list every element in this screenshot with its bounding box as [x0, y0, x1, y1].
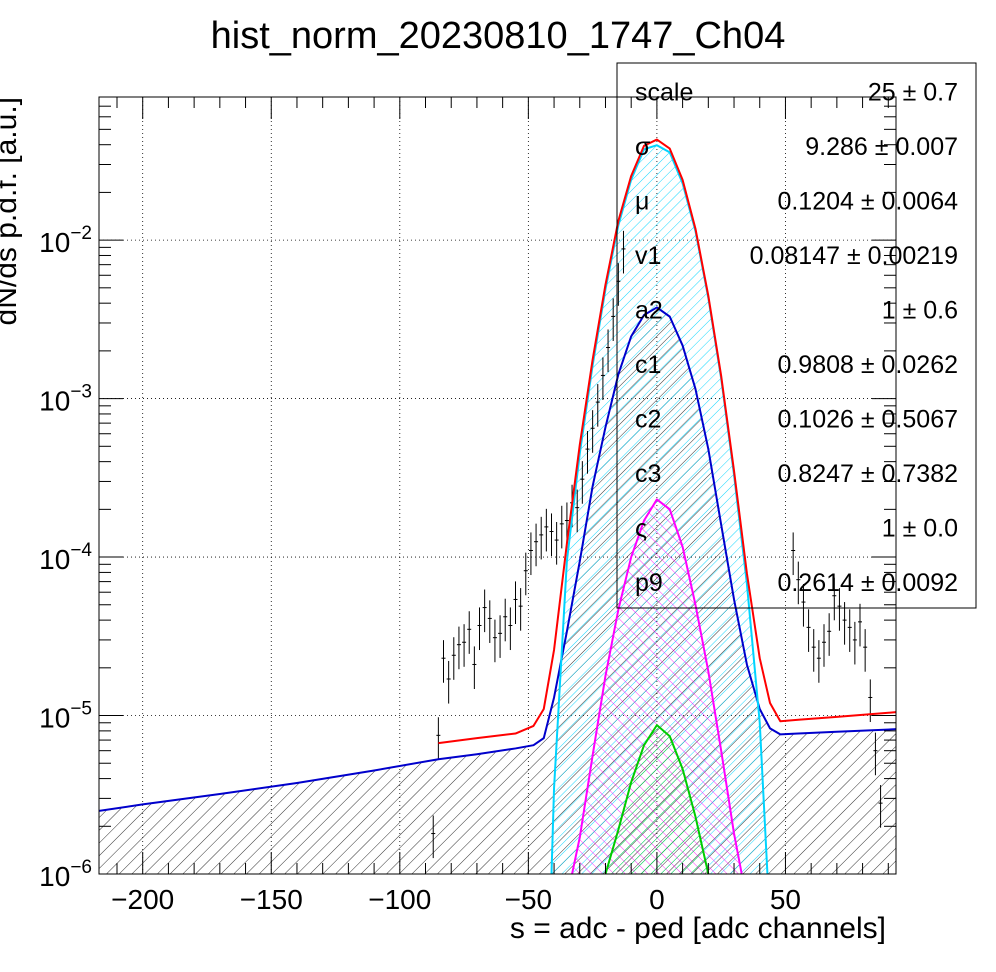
stats-label: p9 [635, 569, 663, 597]
y-tick-label: 10−4 [39, 540, 92, 575]
x-tick-label: −100 [368, 884, 431, 915]
chart-title: hist_norm_20230810_1747_Ch04 [211, 15, 786, 57]
stats-value: 0.2614 ± 0.0092 [777, 569, 958, 597]
y-axis-label: dN/ds p.d.f. [a.u.] [0, 97, 23, 325]
axis-ticks [99, 96, 896, 875]
x-tick-label: −50 [505, 884, 553, 915]
component-fill [572, 499, 742, 874]
y-tick-label: 10−6 [39, 857, 92, 892]
stats-value: 0.1204 ± 0.0064 [777, 187, 958, 215]
x-tick-label: 0 [649, 884, 665, 915]
stats-value: 0.8247 ± 0.7382 [777, 460, 958, 488]
stats-value: 25 ± 0.7 [868, 78, 958, 106]
x-tick-label: −200 [111, 884, 174, 915]
x-tick-labels: −200 −150 −100 −50 0 50 [111, 884, 801, 915]
data-points [431, 230, 883, 859]
plot-frame [98, 96, 897, 875]
stats-label: a2 [635, 296, 663, 324]
stats-label: c1 [635, 351, 661, 379]
stats-box-frame [616, 62, 977, 609]
y-tick-label: 10−5 [39, 699, 92, 734]
x-tick-label: −150 [240, 884, 303, 915]
x-tick-label: 50 [770, 884, 801, 915]
y-tick-label: 10−3 [39, 382, 92, 417]
fit-curves [99, 138, 896, 874]
stats-label: scale [635, 78, 693, 106]
stats-value: 0.08147 ± 0.00219 [750, 242, 958, 270]
component-fill [99, 307, 896, 874]
stats-value: 9.286 ± 0.007 [805, 133, 958, 161]
fit-curve-component_hatched [604, 724, 710, 874]
component-fills [99, 145, 896, 874]
stats-label: μ [635, 187, 649, 215]
fit-curve-component_hatched [571, 498, 743, 874]
stats-value: 1 ± 0.0 [882, 514, 958, 542]
y-tick-labels: 10−6 10−5 10−4 10−3 10−2 [39, 223, 92, 892]
stats-value: 0.1026 ± 0.5067 [777, 405, 958, 433]
stats-label: v1 [635, 242, 661, 270]
stats-label: ς [635, 514, 647, 542]
component-fill [605, 725, 709, 874]
stats-value: 0.9808 ± 0.0262 [777, 351, 958, 379]
stats-label: c3 [635, 460, 661, 488]
stats-label: σ [635, 133, 651, 161]
stats-label: c2 [635, 405, 661, 433]
x-axis-label: s = adc - ped [adc channels] [510, 912, 886, 945]
fit-curve-total_fit [438, 138, 896, 745]
stats-value: 1 ± 0.6 [882, 296, 958, 324]
stats-box: scale 25 ± 0.7 σ 9.286 ± 0.007 μ 0.1204 ± 0.0… [616, 62, 977, 609]
y-tick-label: 10−2 [39, 223, 92, 258]
